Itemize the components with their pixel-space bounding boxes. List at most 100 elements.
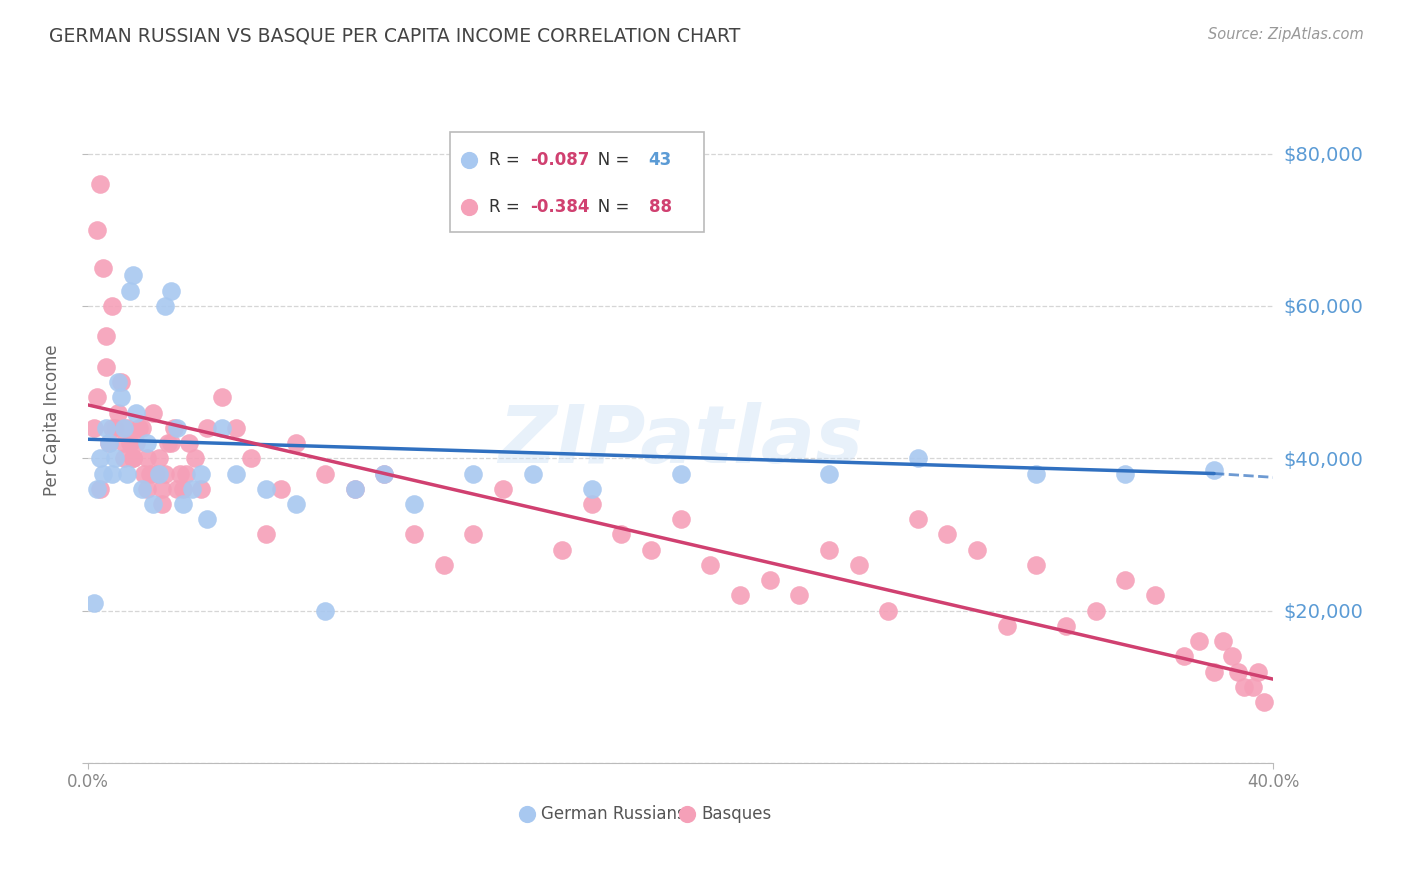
Point (110, 375, 132, 389)
Point (94, 329, 117, 343)
Point (131, 482, 153, 496)
Point (254, 527, 277, 541)
Point (148, 451, 170, 466)
Point (848, 558, 870, 572)
FancyBboxPatch shape (450, 132, 704, 232)
Point (107, 375, 129, 389)
Point (343, 482, 366, 496)
Point (115, 467, 138, 481)
Point (163, 421, 186, 435)
Point (877, 604, 900, 618)
Point (551, 542, 574, 557)
Point (139, 467, 162, 481)
Point (758, 573, 780, 587)
Point (211, 421, 233, 435)
Point (83, 596, 105, 610)
Point (190, 482, 212, 496)
Point (1028, 756, 1050, 770)
Point (91, 467, 114, 481)
Point (142, 497, 165, 511)
Text: GERMAN RUSSIAN VS BASQUE PER CAPITA INCOME CORRELATION CHART: GERMAN RUSSIAN VS BASQUE PER CAPITA INCO… (49, 27, 741, 45)
Point (89, 451, 111, 466)
Point (907, 451, 929, 466)
Point (94, 359, 117, 374)
Point (463, 467, 485, 481)
Text: N =: N = (582, 151, 636, 169)
Point (172, 482, 194, 496)
Point (160, 284, 183, 298)
Point (104, 421, 127, 435)
Point (134, 467, 156, 481)
Point (343, 482, 366, 496)
Text: N =: N = (582, 198, 636, 216)
Point (1173, 649, 1195, 664)
Text: ZIPatlas: ZIPatlas (498, 401, 863, 480)
Point (121, 451, 143, 466)
Point (107, 406, 129, 420)
Point (136, 436, 159, 450)
Point (112, 451, 135, 466)
Point (184, 451, 207, 466)
Point (211, 390, 233, 404)
Point (86, 223, 108, 237)
Point (195, 512, 218, 526)
Text: 43: 43 (648, 151, 672, 169)
Point (97, 436, 120, 450)
Point (463, 527, 485, 541)
Point (522, 467, 544, 481)
Point (121, 451, 143, 466)
Point (254, 482, 277, 496)
Point (1114, 467, 1136, 481)
Text: German Russians: German Russians (541, 805, 686, 823)
Point (995, 619, 1018, 633)
Point (1247, 665, 1270, 679)
Point (86, 390, 108, 404)
Point (1212, 634, 1234, 648)
Text: R =: R = (489, 198, 524, 216)
Point (166, 482, 188, 496)
Point (1220, 649, 1243, 664)
Point (94, 421, 117, 435)
Point (610, 527, 633, 541)
Point (1054, 619, 1077, 633)
Point (373, 467, 395, 481)
Point (225, 467, 247, 481)
Point (669, 467, 692, 481)
Point (124, 436, 146, 450)
Point (699, 558, 721, 572)
Point (818, 467, 841, 481)
Text: -0.087: -0.087 (530, 151, 589, 169)
Point (177, 436, 200, 450)
Point (101, 299, 124, 313)
Point (148, 467, 170, 481)
Point (314, 604, 336, 618)
Point (91, 260, 114, 275)
Point (97, 436, 120, 450)
Point (86, 482, 108, 496)
Point (270, 482, 292, 496)
Text: R =: R = (489, 151, 524, 169)
Point (89, 177, 111, 191)
Point (1025, 467, 1047, 481)
Point (433, 558, 456, 572)
Point (142, 406, 165, 420)
Point (240, 451, 263, 466)
Point (166, 421, 188, 435)
Text: Basques: Basques (700, 805, 770, 823)
Point (131, 421, 153, 435)
Point (136, 451, 159, 466)
Point (118, 436, 141, 450)
Point (1084, 604, 1107, 618)
Point (104, 451, 127, 466)
Point (1114, 573, 1136, 587)
Point (195, 421, 218, 435)
Point (145, 467, 167, 481)
Point (966, 542, 988, 557)
Point (818, 542, 841, 557)
Point (115, 421, 138, 435)
Point (1253, 695, 1275, 709)
Point (787, 588, 810, 602)
Point (936, 527, 959, 541)
Point (172, 497, 194, 511)
Point (174, 467, 197, 481)
